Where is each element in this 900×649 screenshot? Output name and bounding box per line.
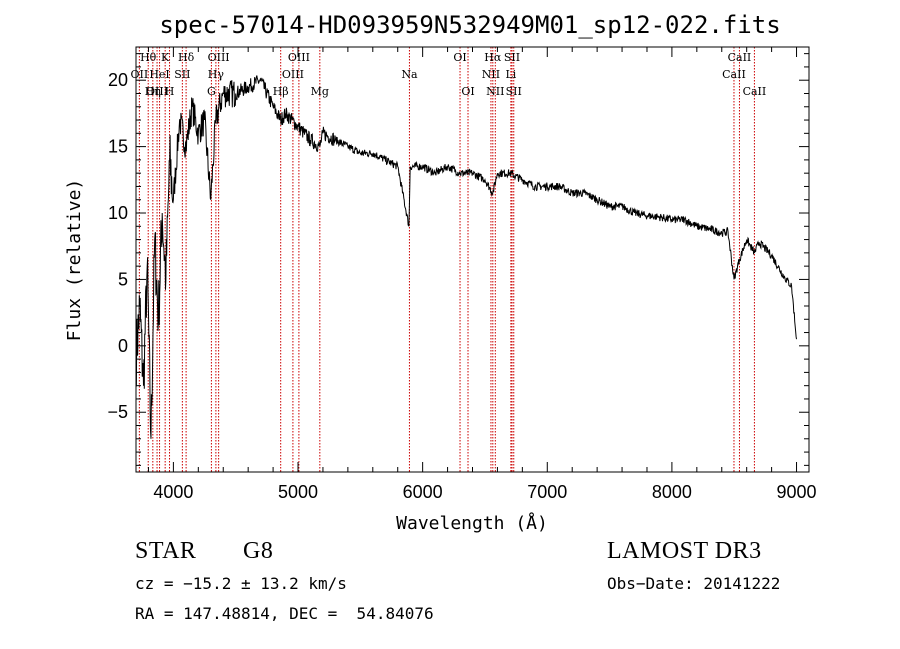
spectral-line-label: Hη [145,85,161,98]
spectral-line-label: K [161,51,170,64]
spectral-line-label: NII [486,85,504,98]
spectral-line-label: H [165,85,175,98]
plot-frame [135,46,810,473]
spectral-line-labels: HθOIIOIIIHηHeIKHSIIHδGHγOIIIHβOIIIOIIIMg… [131,51,767,98]
spectral-line-label: OIII [208,51,230,64]
x-tick-label: 8000 [652,482,692,502]
y-tick-label: −5 [107,402,128,422]
x-tick-label: 5000 [278,482,318,502]
object-subclass: G8 [243,538,274,564]
spectral-line-label: Hγ [208,68,225,81]
object-class: STAR [135,538,197,564]
spectral-line-label: Hθ [140,51,157,64]
spectral-line-label: SII [506,85,522,98]
x-tick-label: 6000 [403,482,443,502]
spectral-line-label: OI [461,85,474,98]
spectral-line-label: HeI [149,68,169,81]
sky-coordinates: RA = 147.48814, DEC = 54.84076 [135,604,434,623]
y-axis-label: Flux (relative) [64,179,85,342]
x-tick-label: 9000 [777,482,817,502]
y-tick-label: 10 [108,203,128,223]
spectral-line-label: Mg [311,85,329,98]
spectral-line-label: OIII [146,85,168,98]
y-tick-label: 20 [108,70,128,90]
spectral-line-label: SII [174,68,190,81]
x-axis-label: Wavelength (Å) [396,512,548,534]
spectral-line-label: CaII [728,51,752,64]
spectral-line-label: CaII [722,68,746,81]
spectral-line-label: Li [505,68,516,81]
spectrum-line [135,75,797,439]
spectral-line-label: Na [401,68,418,81]
x-tick-label: 7000 [527,482,567,502]
spectral-line-label: Hδ [178,51,195,64]
axis-ticks [136,47,809,472]
spectral-line-label: NII [482,68,500,81]
y-tick-labels: −5 0 5 10 15 20 [107,70,128,422]
x-tick-label: 4000 [153,482,193,502]
survey-name: LAMOST DR3 [607,538,762,564]
spectral-line-label: SII [504,51,520,64]
redshift-velocity: cz = −15.2 ± 13.2 km/s [135,574,347,593]
y-tick-label: 15 [108,137,128,157]
spectral-line-label: Hα [484,51,502,64]
spectral-line-label: OI [453,51,466,64]
spectral-line-label: G [207,85,216,98]
y-tick-label: 5 [118,269,128,289]
spectral-line-label: OIII [282,68,304,81]
spectral-line-label: CaII [743,85,767,98]
x-tick-labels: 4000 5000 6000 7000 8000 9000 [153,482,816,502]
spectral-line-label: OIII [288,51,310,64]
spectral-line-label: Hβ [273,85,289,98]
observation-date: Obs−Date: 20141222 [607,574,781,593]
chart-title: spec-57014-HD093959N532949M01_sp12-022.f… [159,11,780,39]
y-tick-label: 0 [118,336,128,356]
spectral-line-markers [138,47,755,472]
spectral-line-label: OII [131,68,149,81]
